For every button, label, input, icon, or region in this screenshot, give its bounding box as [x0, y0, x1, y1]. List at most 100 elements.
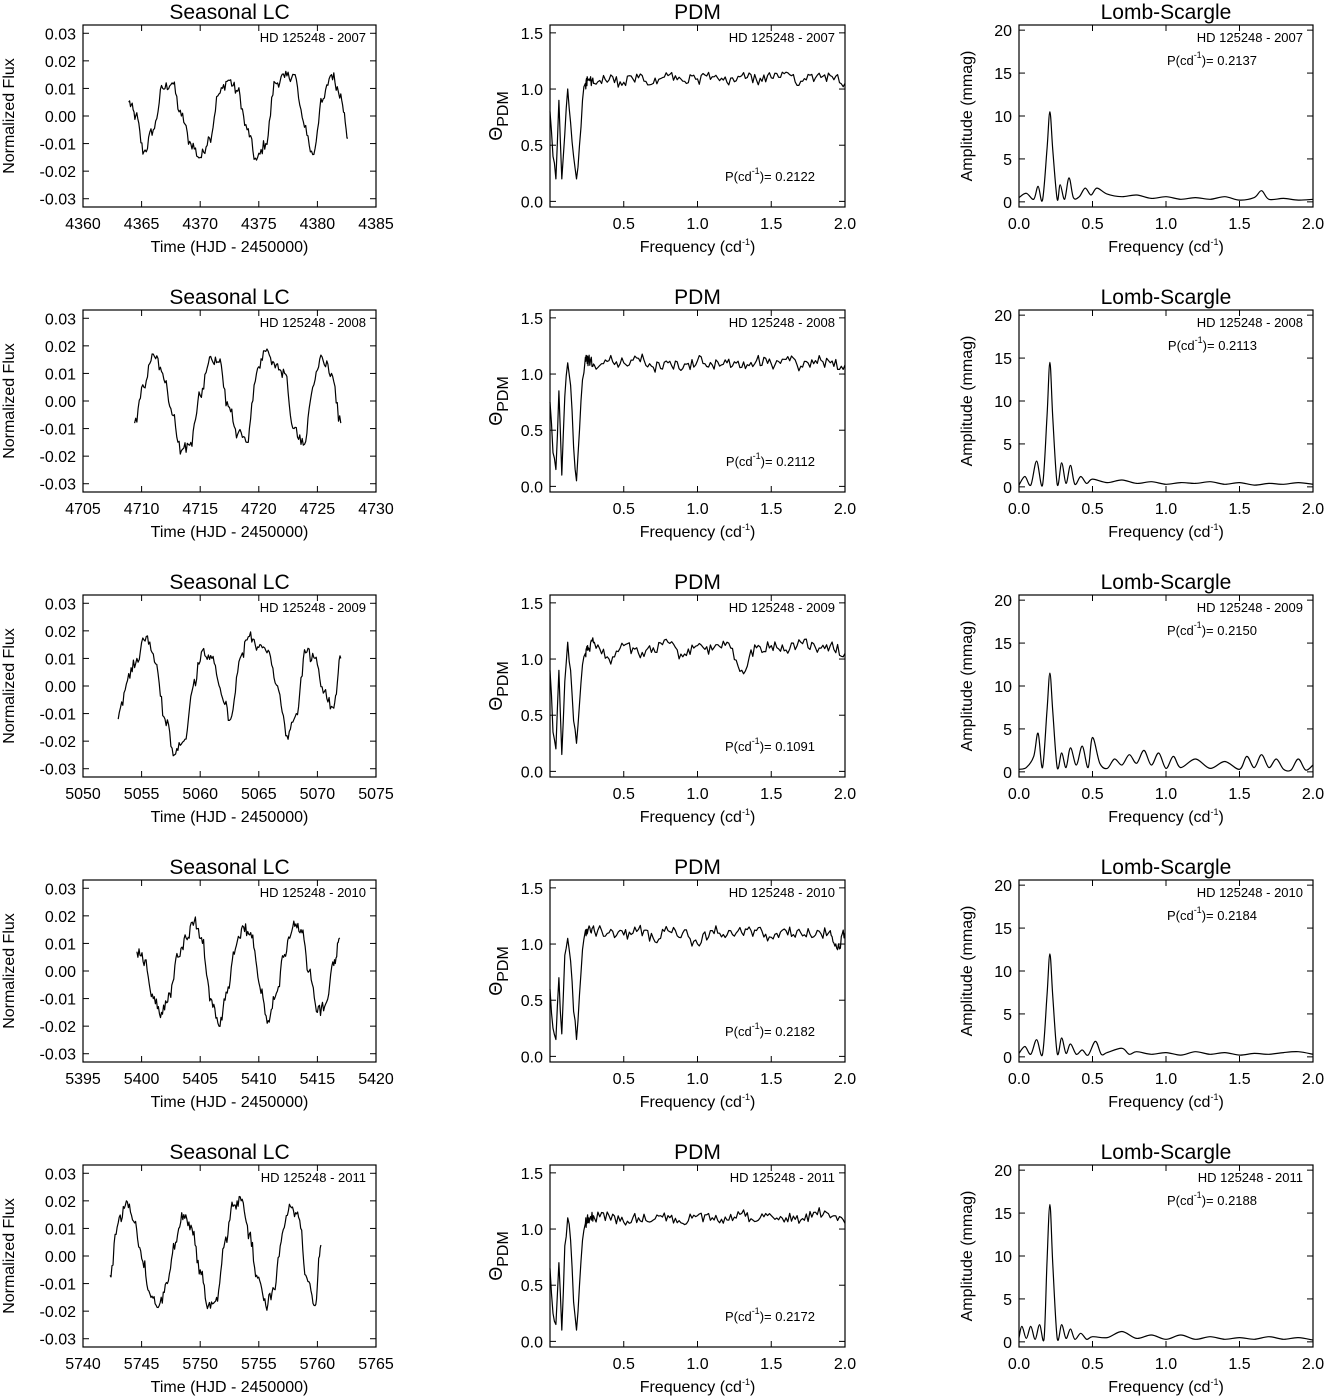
x-axis-label: Frequency (cd-1) — [1108, 237, 1224, 256]
panel-title: Lomb-Scargle — [1101, 1141, 1232, 1164]
x-tick-label: 1.0 — [686, 216, 708, 233]
y-tick-label: 10 — [994, 964, 1012, 981]
y-tick-label: -0.02 — [40, 449, 77, 466]
season-label: HD 125248 - 2009 — [729, 600, 835, 615]
period-label: P(cd-1)= 0.2122 — [725, 166, 815, 184]
x-tick-label: 1.5 — [760, 786, 782, 803]
x-tick-label: 5050 — [65, 786, 101, 803]
y-axis-label: Amplitude (mmag) — [959, 906, 976, 1037]
panel-ls-0: Lomb-Scargle 0.0 0.5 1.0 1.5 2.0 0 5 10 15 20 Frequ… — [959, 1, 1324, 256]
series-line-lc — [136, 916, 341, 1027]
panel-ls-4: Lomb-Scargle 0.0 0.5 1.0 1.5 2.0 0 5 10 15 20 Frequ… — [959, 1141, 1324, 1396]
plot-frame — [82, 879, 377, 1063]
x-tick-label: 2.0 — [1302, 501, 1324, 518]
y-tick-label: 0.02 — [45, 54, 76, 71]
y-axis-label: Normalized Flux — [1, 628, 18, 744]
x-tick-label: 1.0 — [1155, 216, 1177, 233]
y-tick-label: 0.03 — [45, 311, 76, 328]
y-tick-label: 5 — [1003, 437, 1012, 454]
series-line-pdm — [549, 353, 846, 482]
period-label: P(cd-1)= 0.2112 — [726, 451, 815, 469]
y-tick-label: 0.0 — [521, 194, 543, 211]
x-tick-label: 4710 — [124, 501, 160, 518]
x-tick-label: 0.5 — [1081, 1071, 1103, 1088]
panel-ls-2: Lomb-Scargle 0.0 0.5 1.0 1.5 2.0 0 5 10 15 20 Frequ… — [959, 571, 1324, 826]
y-tick-label: 0.02 — [45, 624, 76, 641]
x-axis-label: Frequency (cd-1) — [640, 522, 756, 541]
x-tick-label: 4705 — [65, 501, 101, 518]
y-axis-label: ΘPDM — [486, 376, 512, 426]
y-tick-label: 0 — [1003, 195, 1012, 212]
y-tick-label: -0.03 — [40, 1047, 77, 1064]
series-line-lc — [109, 1195, 322, 1311]
y-axis-label: Normalized Flux — [1, 913, 18, 1029]
y-tick-label: -0.01 — [40, 422, 77, 439]
x-tick-label: 1.0 — [686, 1071, 708, 1088]
x-tick-label: 5415 — [300, 1071, 336, 1088]
panel-title: Lomb-Scargle — [1101, 286, 1232, 309]
season-label: HD 125248 - 2010 — [729, 885, 835, 900]
y-tick-label: 0.03 — [45, 596, 76, 613]
period-label: P(cd-1)= 0.2172 — [725, 1306, 815, 1324]
plot-frame — [82, 1164, 377, 1348]
x-tick-label: 5075 — [358, 786, 394, 803]
y-tick-label: 0.5 — [521, 1278, 543, 1295]
panel-title: PDM — [674, 1, 721, 24]
y-tick-label: -0.02 — [40, 1019, 77, 1036]
y-axis-label: Amplitude (mmag) — [959, 336, 976, 467]
x-tick-label: 0.5 — [1081, 1356, 1103, 1373]
x-tick-label: 0.5 — [1081, 786, 1103, 803]
panel-lc-2: Seasonal LC 5050 5055 5060 5065 5070 5075 -0.03… — [1, 571, 394, 826]
x-axis-label: Frequency (cd-1) — [640, 237, 756, 256]
y-tick-label: 0.00 — [45, 1249, 76, 1266]
panel-title: Seasonal LC — [169, 1, 289, 24]
y-axis-label: ΘPDM — [486, 91, 512, 141]
panel-lc-3: Seasonal LC 5395 5400 5405 5410 5415 5420 -0.03… — [1, 856, 394, 1111]
x-tick-label: 0.5 — [613, 216, 635, 233]
y-tick-label: 0.5 — [521, 138, 543, 155]
x-tick-label: 2.0 — [834, 216, 856, 233]
x-tick-label: 1.0 — [1155, 1071, 1177, 1088]
y-tick-label: 1.5 — [521, 311, 543, 328]
y-tick-label: 0.00 — [45, 109, 76, 126]
y-tick-label: 0.03 — [45, 881, 76, 898]
y-tick-label: 10 — [994, 394, 1012, 411]
y-tick-label: 0.0 — [521, 764, 543, 781]
x-axis-label: Time (HJD - 2450000) — [151, 1094, 309, 1111]
y-axis-label: Normalized Flux — [1, 58, 18, 174]
series-line-pdm — [549, 71, 846, 180]
series-line-ls — [1018, 1203, 1314, 1342]
y-tick-label: 1.5 — [521, 881, 543, 898]
x-tick-label: 1.0 — [686, 786, 708, 803]
panel-title: Lomb-Scargle — [1101, 1, 1232, 24]
y-axis-label: ΘPDM — [486, 661, 512, 711]
y-tick-label: 0.01 — [45, 81, 76, 98]
y-tick-label: 5 — [1003, 1292, 1012, 1309]
y-tick-label: 0.01 — [45, 651, 76, 668]
y-tick-label: 20 — [994, 878, 1012, 895]
x-axis-label: Time (HJD - 2450000) — [151, 239, 309, 256]
period-label: P(cd-1)= 0.2184 — [1167, 905, 1257, 923]
series-line-lc — [117, 631, 342, 757]
season-label: HD 125248 - 2010 — [1197, 885, 1303, 900]
period-label: P(cd-1)= 0.2137 — [1167, 50, 1257, 68]
period-label: P(cd-1)= 0.2150 — [1167, 620, 1257, 638]
x-axis-label: Frequency (cd-1) — [1108, 807, 1224, 826]
x-tick-label: 1.0 — [1155, 501, 1177, 518]
y-tick-label: 10 — [994, 1249, 1012, 1266]
x-tick-label: 5740 — [65, 1356, 101, 1373]
panel-title: Lomb-Scargle — [1101, 571, 1232, 594]
y-tick-label: 0.03 — [45, 26, 76, 43]
panel-title: Seasonal LC — [169, 286, 289, 309]
x-tick-label: 1.5 — [1228, 501, 1250, 518]
y-tick-label: 1.0 — [521, 82, 543, 99]
y-tick-label: 0.00 — [45, 394, 76, 411]
x-axis-label: Frequency (cd-1) — [640, 1377, 756, 1396]
x-tick-label: 1.5 — [1228, 1071, 1250, 1088]
